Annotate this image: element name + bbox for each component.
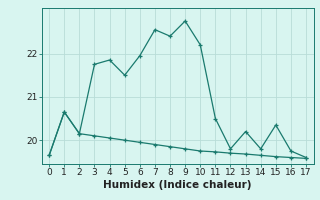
X-axis label: Humidex (Indice chaleur): Humidex (Indice chaleur): [103, 180, 252, 190]
